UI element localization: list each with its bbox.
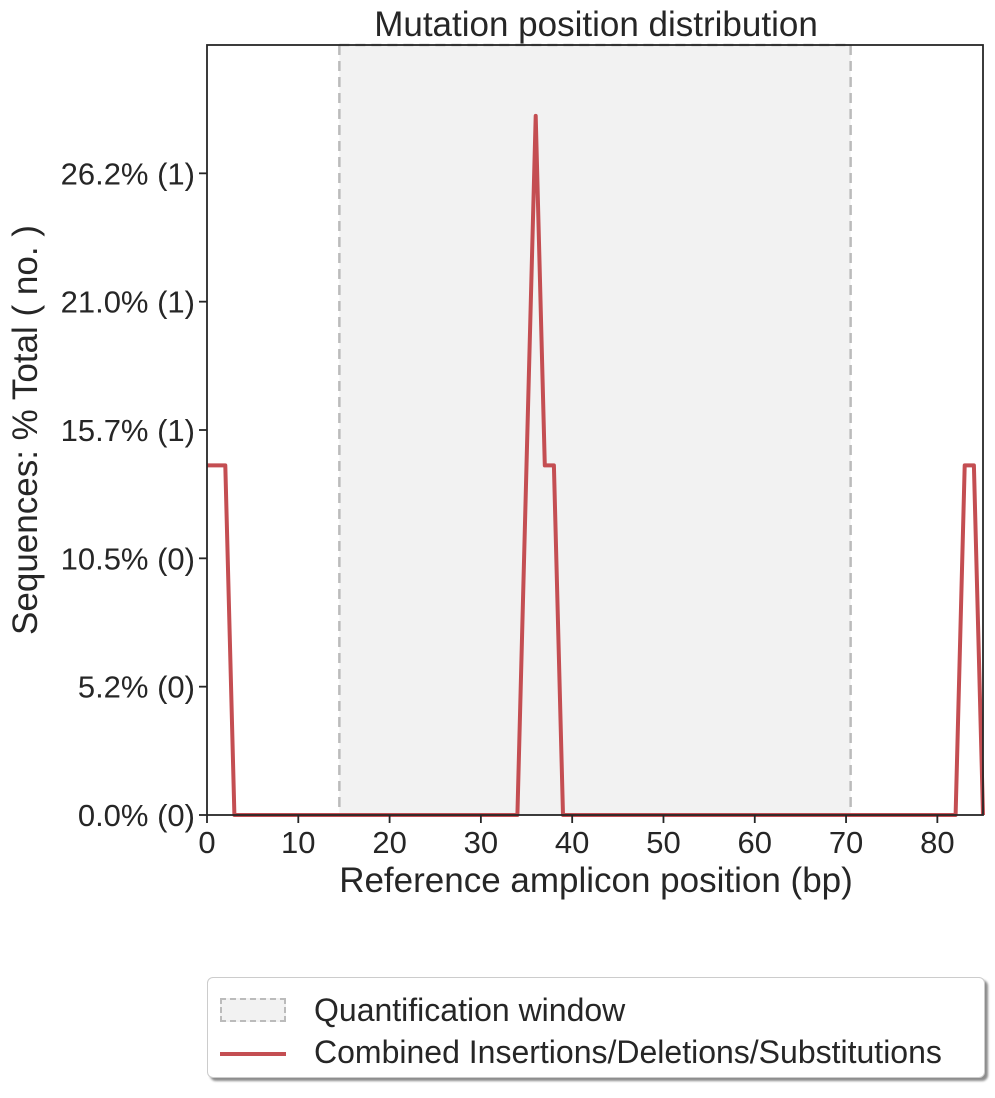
y-tick-label: 15.7% (1) xyxy=(61,413,195,448)
x-axis-label: Reference amplicon position (bp) xyxy=(339,861,853,900)
x-tick-label: 10 xyxy=(281,825,315,860)
legend-swatch-combined xyxy=(220,1052,286,1056)
quantification-window-area xyxy=(339,45,851,815)
legend-label-combined: Combined Insertions/Deletions/Substituti… xyxy=(314,1034,942,1070)
legend: Quantification window Combined Insertion… xyxy=(207,977,985,1078)
x-tick-label: 80 xyxy=(920,825,954,860)
legend-item-quantification-window: Quantification window xyxy=(208,992,984,1032)
legend-label-quantification-window: Quantification window xyxy=(314,992,626,1028)
y-axis-label: Sequences: % Total ( no. ) xyxy=(6,225,45,635)
y-tick-label: 0.0% (0) xyxy=(78,798,195,833)
legend-item-combined: Combined Insertions/Deletions/Substituti… xyxy=(208,1034,984,1074)
series-line-combined xyxy=(207,113,985,817)
x-tick-label: 0 xyxy=(198,825,215,860)
y-tick-label: 10.5% (0) xyxy=(61,541,195,576)
x-tick-label: 30 xyxy=(464,825,498,860)
y-tick-label: 5.2% (0) xyxy=(78,670,195,705)
chart-title: Mutation position distribution xyxy=(374,5,818,44)
y-tick-label: 26.2% (1) xyxy=(61,156,195,191)
x-tick-label: 60 xyxy=(738,825,772,860)
x-tick-label: 50 xyxy=(646,825,680,860)
y-tick-label: 21.0% (1) xyxy=(61,285,195,320)
x-tick-label: 20 xyxy=(372,825,406,860)
legend-swatch-quantification-window xyxy=(220,998,286,1022)
x-tick-label: 40 xyxy=(555,825,589,860)
x-tick-label: 70 xyxy=(829,825,863,860)
